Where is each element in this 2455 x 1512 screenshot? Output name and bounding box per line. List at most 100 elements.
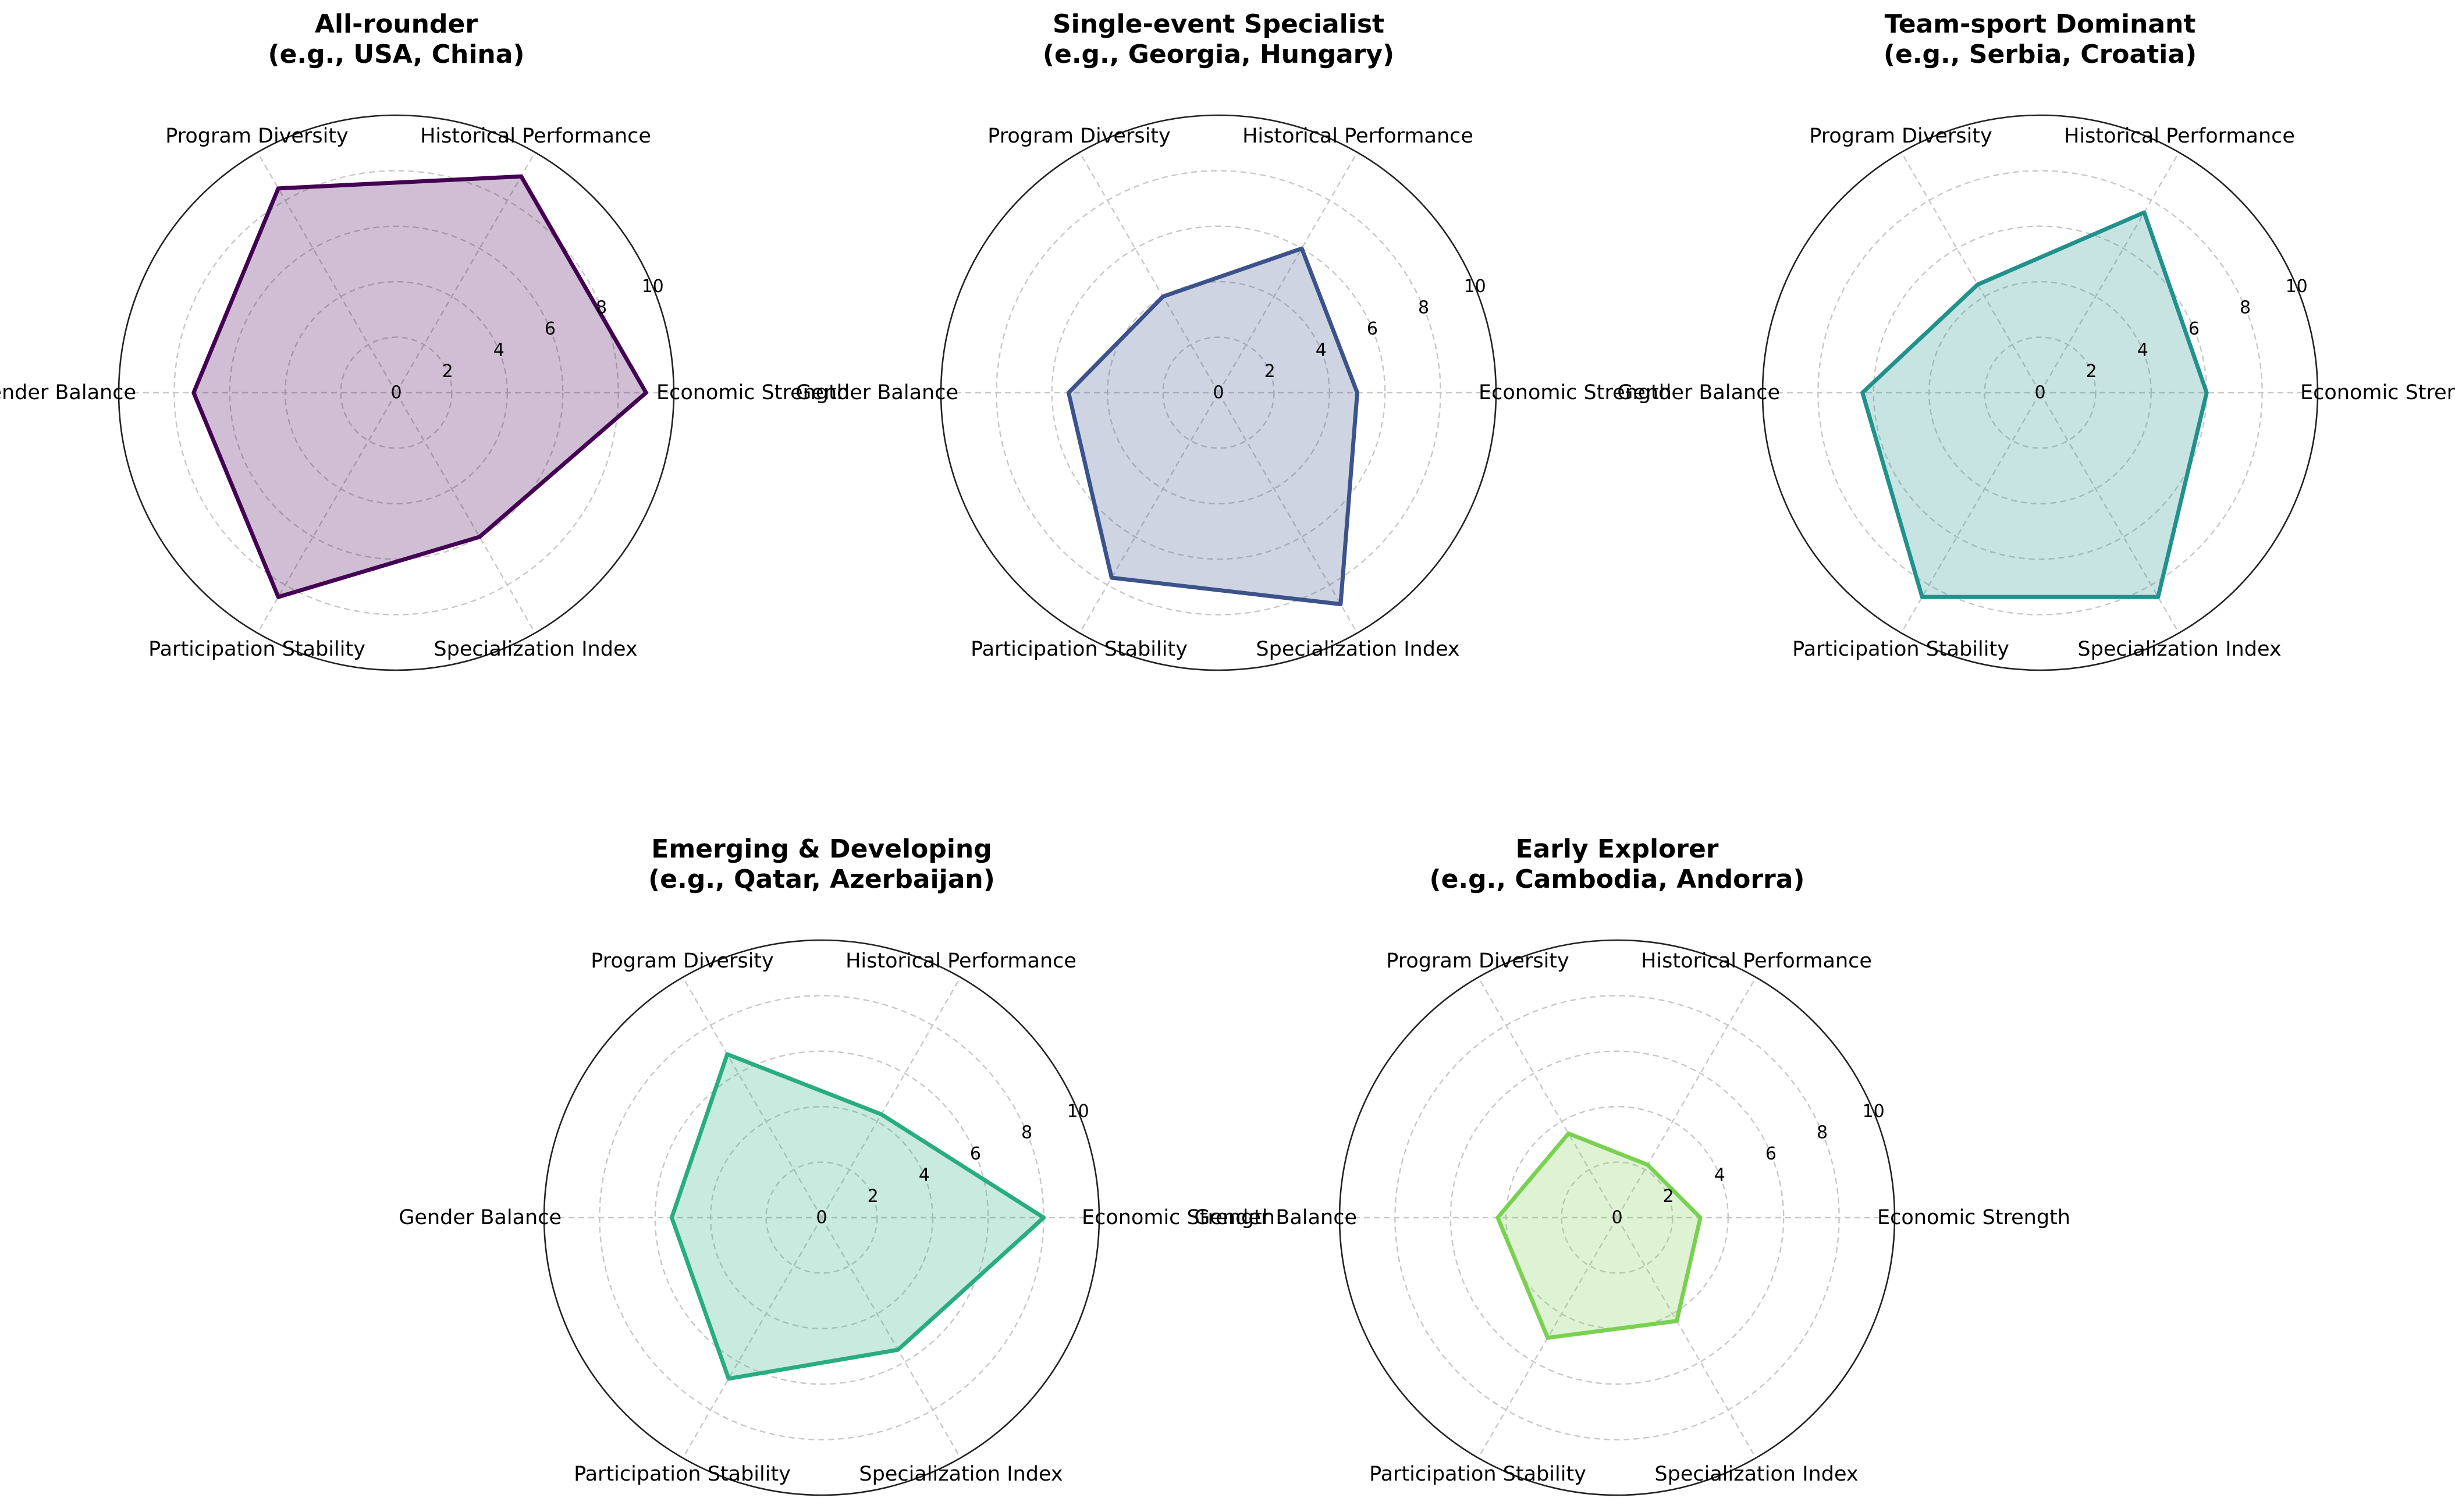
outer-ring	[1761, 114, 2319, 671]
chart-title-line: Team-sport Dominant	[1885, 9, 2196, 39]
axis-spoke	[257, 392, 397, 634]
axis-spoke	[1079, 152, 1220, 393]
axis-label: Specialization Index	[2077, 638, 2281, 661]
axis-label: Gender Balance	[0, 381, 136, 404]
axis-spoke	[1900, 392, 2041, 634]
radial-tick-label: 2	[442, 361, 453, 382]
chart-title-line: Early Explorer	[1515, 834, 1718, 864]
radial-tick-label: 6	[2188, 319, 2200, 339]
radial-tick-label: 10	[1067, 1101, 1089, 1122]
chart-title-line: (e.g., Georgia, Hungary)	[1043, 40, 1394, 69]
grid-ring	[1449, 1050, 1785, 1385]
axis-label: Economic Strength	[1479, 381, 1672, 404]
axis-label: Program Diversity	[1809, 124, 1992, 148]
chart-title-line: Emerging & Developing	[651, 834, 992, 864]
chart-title: All-rounder (e.g., USA, China)	[268, 9, 524, 69]
grid-ring	[765, 1161, 878, 1274]
axis-spoke	[820, 1217, 961, 1458]
outer-ring	[940, 114, 1497, 671]
radial-tick-label: 2	[868, 1186, 879, 1207]
radial-tick-label: 4	[1714, 1165, 1725, 1185]
radial-tick-label: 2	[1663, 1186, 1674, 1207]
axis-label: Economic Strength	[1082, 1206, 1275, 1229]
axis-spoke	[395, 392, 536, 634]
axis-label: Gender Balance	[1194, 1206, 1357, 1229]
chart-title-line: (e.g., Cambodia, Andorra)	[1429, 864, 1804, 894]
axis-label: Program Diversity	[1386, 949, 1569, 973]
axis-label: Program Diversity	[165, 124, 349, 148]
outer-ring	[118, 114, 675, 671]
chart-title: Team-sport Dominant (e.g., Serbia, Croati…	[1884, 9, 2197, 69]
axis-label: Economic Strength	[1877, 1206, 2070, 1229]
axis-label: Economic Strength	[2300, 381, 2455, 404]
radial-tick-label: 4	[2137, 340, 2148, 360]
grid-ring	[340, 336, 453, 449]
radial-tick-label: 6	[1367, 319, 1378, 339]
axis-spoke	[1900, 152, 2041, 393]
axis-spoke	[1217, 392, 1358, 634]
radial-tick-label: 10	[642, 276, 664, 297]
axis-label: Program Diversity	[591, 949, 774, 973]
radial-tick-label: 8	[596, 297, 607, 318]
axis-label: Economic Strength	[656, 381, 850, 404]
radial-tick-label: 0	[1213, 383, 1224, 403]
axis-label: Specialization Index	[1654, 1463, 1858, 1486]
radial-tick-label: 6	[1765, 1144, 1777, 1164]
radial-tick-label: 0	[1611, 1208, 1622, 1228]
radial-tick-label: 2	[2086, 361, 2097, 382]
data-polygon	[669, 1052, 1046, 1381]
radial-tick-label: 2	[1264, 361, 1276, 382]
axis-spoke	[1217, 152, 1358, 393]
axis-label: Specialization Index	[434, 638, 637, 661]
radial-tick-label: 8	[1817, 1122, 1828, 1143]
axis-label: Program Diversity	[987, 124, 1171, 148]
axis-label: Participation Stability	[971, 638, 1188, 661]
axis-label: Participation Stability	[1792, 638, 2009, 661]
axis-label: Gender Balance	[399, 1206, 562, 1229]
grid-ring	[654, 1050, 989, 1385]
grid-ring	[229, 225, 564, 560]
radar-panel-4: 0 2 4 6 8 10 Economic Strength Historical Perfo…	[1194, 834, 2070, 1496]
axis-label: Specialization Index	[1256, 638, 1459, 661]
axis-label: Participation Stability	[148, 638, 365, 661]
radial-tick-label: 8	[1418, 297, 1429, 318]
data-polygon	[1066, 246, 1359, 607]
radial-tick-label: 10	[2286, 276, 2308, 297]
chart-title: Emerging & Developing (e.g., Qatar, Azerb…	[648, 834, 995, 894]
grid-ring	[1984, 336, 2097, 449]
axis-spoke	[2039, 392, 2180, 634]
axis-spoke	[1616, 1217, 1757, 1458]
chart-title: Single-event Specialist (e.g., Georgia, H…	[1043, 9, 1394, 69]
axis-label: Participation Stability	[1369, 1463, 1586, 1486]
radial-tick-label: 6	[545, 319, 556, 339]
radial-tick-label: 8	[2240, 297, 2251, 318]
data-polygon	[1860, 210, 2209, 599]
axis-label: Historical Performance	[420, 124, 651, 148]
chart-title-line: All-rounder	[315, 9, 478, 39]
grid-ring	[1051, 225, 1386, 560]
chart-title: Early Explorer (e.g., Cambodia, Andorra)	[1429, 834, 1804, 894]
axis-label: Gender Balance	[1617, 381, 1780, 404]
axis-spoke	[820, 977, 961, 1218]
axis-spoke	[2039, 152, 2180, 393]
axis-spoke	[1079, 392, 1220, 634]
grid-ring	[1561, 1161, 1674, 1274]
data-polygon	[191, 174, 648, 599]
chart-title-line: Single-event Specialist	[1053, 9, 1384, 39]
radial-tick-label: 0	[816, 1208, 827, 1228]
axis-label: Gender Balance	[795, 381, 958, 404]
axis-spoke	[682, 977, 823, 1218]
chart-title-line: (e.g., USA, China)	[268, 40, 524, 69]
outer-ring	[1338, 939, 1896, 1496]
radial-tick-label: 0	[390, 383, 402, 403]
radial-tick-label: 10	[1863, 1101, 1885, 1122]
grid-ring	[1162, 336, 1275, 449]
radial-tick-label: 4	[919, 1165, 930, 1185]
radar-panel-3: 0 2 4 6 8 10 Economic Strength Historical Perfo…	[399, 834, 1275, 1496]
radar-panel-2: 0 2 4 6 8 10 Economic Strength Historical Perfo…	[1617, 9, 2455, 671]
radial-tick-label: 4	[493, 340, 504, 360]
axis-label: Specialization Index	[859, 1463, 1063, 1486]
radial-tick-label: 10	[1464, 276, 1486, 297]
axis-spoke	[682, 1217, 823, 1458]
